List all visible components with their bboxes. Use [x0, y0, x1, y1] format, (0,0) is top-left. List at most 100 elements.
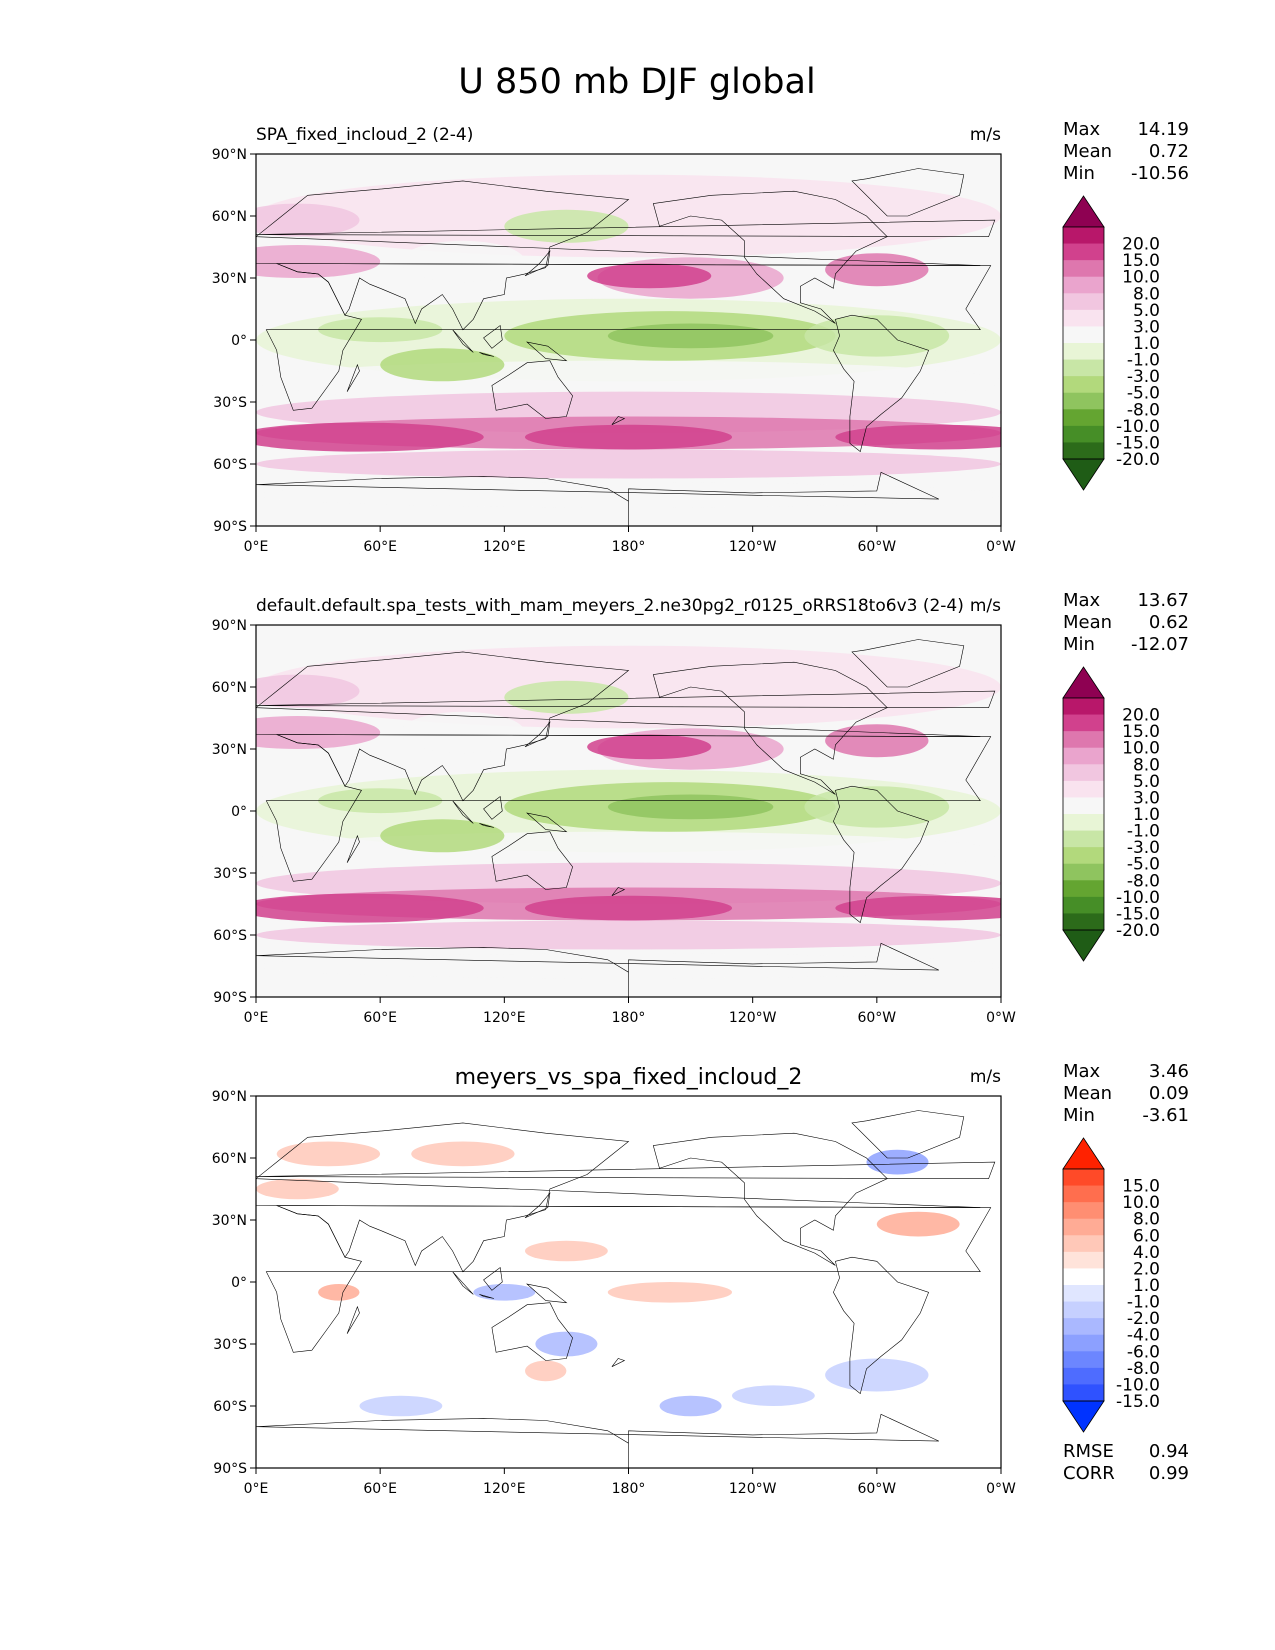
colorbar-level: 3.0	[1133, 788, 1160, 808]
colorbar-level: 10.0	[1122, 1193, 1160, 1213]
colorbar-level: 10.0	[1122, 739, 1160, 759]
contour-region	[607, 323, 774, 349]
panel-title: SPA_fixed_incloud_2 (2-4)	[256, 125, 473, 145]
colorbar-swatch	[1063, 780, 1104, 798]
colorbar-swatch	[1063, 764, 1104, 782]
colorbar-swatch	[1063, 1301, 1104, 1319]
contour-region	[835, 424, 1001, 450]
colorbar-swatch	[1063, 392, 1104, 410]
colorbar-level: 1.0	[1133, 1276, 1160, 1296]
contour-region	[525, 1240, 608, 1262]
coastline	[256, 219, 996, 238]
contour-region	[256, 1178, 339, 1200]
colorbar-level: 2.0	[1133, 1259, 1160, 1279]
coastline	[452, 1271, 474, 1295]
contour-region	[359, 1395, 443, 1417]
contour-region	[504, 680, 629, 714]
map-1	[256, 154, 1001, 526]
contour-region	[256, 920, 1001, 950]
contour-region	[607, 1282, 733, 1303]
colorbar-level: -15.0	[1116, 1392, 1160, 1412]
coastline	[256, 942, 940, 997]
colorbar-extend-min	[1062, 458, 1105, 491]
colorbar-level: -4.0	[1127, 1326, 1160, 1346]
colorbar-swatch	[1063, 880, 1104, 898]
contour-region	[380, 819, 505, 853]
colorbar-level: -10.0	[1116, 1375, 1160, 1395]
stat-label-mean: Mean	[1063, 612, 1112, 633]
contour-region	[256, 422, 484, 452]
contour-region	[504, 209, 629, 243]
stat-value-max: 14.19	[1137, 119, 1189, 140]
coastline	[256, 471, 940, 526]
colorbar-swatch	[1063, 276, 1104, 294]
colorbar-swatch	[1063, 1334, 1104, 1352]
y-tick-label: 30°N	[212, 742, 247, 758]
x-tick-label: 60°E	[363, 1481, 397, 1497]
contour-region	[525, 1360, 567, 1382]
stat-value-min: -12.07	[1131, 634, 1189, 655]
x-tick-label: 60°E	[363, 539, 397, 555]
contour-region	[525, 895, 732, 921]
y-tick-label: 0°	[231, 804, 247, 820]
colorbar-swatch	[1063, 442, 1104, 460]
colorbar-2: 20.015.010.08.05.03.01.0-1.0-3.0-5.0-8.0…	[1062, 666, 1160, 962]
x-tick-label: 0°E	[244, 1481, 269, 1497]
stat-label-mean: Mean	[1063, 141, 1112, 162]
colorbar-level: 3.0	[1133, 317, 1160, 337]
stat-label-max: Max	[1063, 119, 1101, 140]
colorbar-level: 15.0	[1122, 251, 1160, 271]
colorbar-level: 5.0	[1133, 301, 1160, 321]
coastline	[256, 1161, 996, 1180]
colorbar-level: -10.0	[1116, 888, 1160, 908]
contour-region	[256, 203, 360, 237]
x-tick-label: 180°	[612, 1481, 646, 1497]
colorbar-swatch	[1063, 1384, 1104, 1402]
colorbar-level: -15.0	[1116, 904, 1160, 924]
contour-region	[876, 1211, 960, 1237]
coastline	[851, 639, 965, 688]
figure-title: U 850 mb DJF global	[458, 62, 815, 102]
colorbar-swatch	[1063, 309, 1104, 327]
colorbar-frame	[1062, 697, 1105, 931]
contour-region	[400, 240, 525, 283]
contour-region	[256, 245, 381, 278]
coastline	[452, 800, 474, 824]
colorbar-swatch	[1063, 243, 1104, 261]
y-tick-label: 60°S	[213, 457, 247, 473]
colorbar-swatch	[1063, 1218, 1104, 1236]
error-stat-label-corr: CORR	[1063, 1463, 1115, 1484]
contour-region	[804, 315, 950, 357]
colorbar-swatch	[1063, 896, 1104, 914]
coastline	[851, 168, 965, 217]
error-stat-value-rmse: 0.94	[1149, 1441, 1189, 1462]
contour-region	[825, 1358, 929, 1392]
stat-value-mean: 0.72	[1149, 141, 1189, 162]
stat-label-max: Max	[1063, 590, 1101, 611]
coastline	[346, 363, 360, 392]
colorbar-frame	[1062, 226, 1105, 460]
coastline	[452, 329, 474, 353]
x-tick-label: 120°W	[729, 1010, 777, 1026]
colorbar-swatch	[1063, 1285, 1104, 1302]
colorbar-level: -20.0	[1116, 921, 1160, 941]
coastline	[524, 721, 551, 748]
colorbar-swatch	[1063, 359, 1104, 377]
colorbar-extend-max	[1062, 1137, 1105, 1170]
stat-label-min: Min	[1063, 1105, 1095, 1126]
y-tick-label: 60°N	[212, 209, 247, 225]
colorbar-swatch	[1063, 814, 1104, 831]
coastline	[256, 1413, 940, 1468]
colorbar-level: 1.0	[1133, 805, 1160, 825]
contour-region	[835, 895, 1001, 921]
units-label: m/s	[970, 1067, 1001, 1087]
contour-region	[732, 1385, 815, 1406]
colorbar-level: 15.0	[1122, 722, 1160, 742]
y-tick-label: 30°N	[212, 271, 247, 287]
coastline	[265, 1205, 992, 1353]
colorbar-swatch	[1063, 747, 1104, 765]
coastline	[611, 416, 626, 425]
contour-region	[400, 711, 525, 754]
y-tick-label: 0°	[231, 1275, 247, 1291]
